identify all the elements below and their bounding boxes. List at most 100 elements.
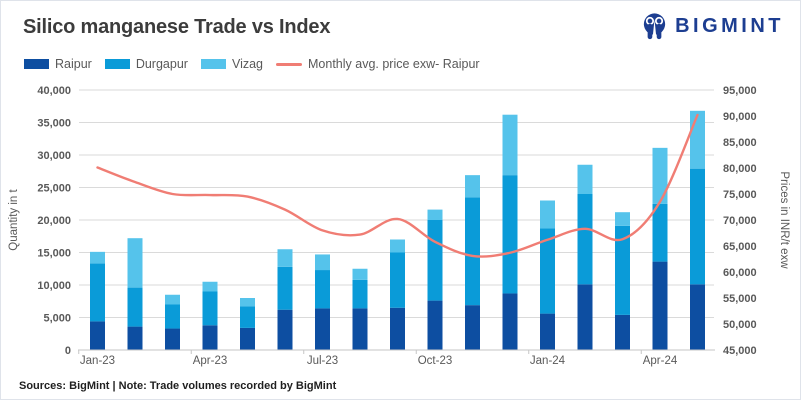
chart-plot: 0 5,000 10,000 15,000 20,000 25,000 30,000 35,0…: [37, 85, 756, 367]
segment-vizag: [577, 164, 593, 194]
segment-durgapur: [690, 168, 705, 285]
right-axis-tick-label: 85,000: [723, 137, 757, 149]
segment-raipur: [315, 308, 330, 350]
x-axis-tick-label: Jan-24: [530, 355, 566, 367]
bar-nov-23: [465, 175, 480, 350]
legend-label: Durgapur: [135, 57, 188, 71]
right-axis-tick-label: 75,000: [723, 189, 757, 201]
segment-durgapur: [390, 252, 405, 308]
right-axis-tick-label: 50,000: [723, 319, 757, 331]
segment-raipur: [390, 307, 405, 350]
segment-vizag: [390, 239, 405, 253]
segment-raipur: [465, 305, 480, 350]
x-axis-tick-label: Apr-24: [643, 355, 678, 367]
legend-color-swatch: [200, 59, 226, 69]
segment-durgapur: [277, 266, 293, 310]
brand-logo: BIGMINT: [640, 11, 784, 41]
legend-label: Raipur: [55, 57, 92, 71]
segment-raipur: [352, 308, 368, 350]
page-title: Silico manganese Trade vs Index: [23, 16, 331, 38]
segment-raipur: [165, 328, 180, 350]
segment-durgapur: [427, 220, 443, 301]
bigmint-logo-icon: [643, 13, 666, 41]
segment-raipur: [240, 327, 255, 350]
segment-vizag: [277, 249, 293, 267]
bar-aug-23: [352, 268, 368, 350]
legend-label: Vizag: [231, 57, 263, 71]
segment-raipur: [277, 309, 293, 350]
chart-legend: Raipur Durgapur Vizag Monthly avg. price ex…: [24, 57, 493, 71]
bar-feb-24: [577, 164, 593, 350]
segment-raipur: [90, 321, 105, 350]
bar-may-23: [240, 298, 255, 350]
segment-durgapur: [540, 228, 555, 314]
legend-item-monthly-avg-price-exw-raipur: Monthly avg. price exw- Raipur: [276, 57, 480, 71]
segment-vizag: [615, 212, 630, 226]
left-axis-tick-label: 15,000: [37, 248, 71, 260]
right-axis-tick-label: 55,000: [723, 293, 757, 305]
segment-durgapur: [352, 279, 368, 309]
brand-name: BIGMINT: [675, 14, 784, 37]
segment-durgapur: [165, 304, 180, 329]
bar-oct-23: [427, 209, 443, 350]
segment-vizag: [165, 294, 180, 305]
segment-vizag: [240, 298, 255, 307]
segment-raipur: [427, 300, 443, 350]
legend-item-durgapur: Durgapur: [104, 57, 188, 71]
segment-vizag: [127, 238, 143, 288]
bar-mar-23: [165, 294, 180, 350]
left-axis-tick-label: 20,000: [37, 215, 71, 227]
legend-item-vizag: Vizag: [200, 57, 263, 71]
segment-durgapur: [577, 194, 593, 285]
left-axis-tick-label: 5,000: [43, 313, 71, 325]
bar-apr-24: [652, 147, 668, 350]
segment-vizag: [202, 281, 218, 292]
segment-vizag: [315, 254, 330, 271]
segment-vizag: [427, 209, 443, 220]
right-axis-tick-label: 90,000: [723, 111, 757, 123]
segment-durgapur: [315, 270, 330, 309]
right-axis-tick-label: 95,000: [723, 85, 757, 97]
segment-vizag: [90, 251, 105, 264]
segment-raipur: [690, 284, 705, 350]
legend-color-swatch: [104, 59, 130, 69]
segment-vizag: [465, 175, 480, 198]
left-axis-tick-label: 35,000: [37, 118, 71, 130]
right-axis-tick-label: 80,000: [723, 163, 757, 175]
segment-raipur: [615, 314, 630, 350]
bar-sep-23: [390, 239, 405, 350]
x-axis-tick-label: Jul-23: [307, 355, 338, 367]
segment-vizag: [690, 110, 705, 169]
left-axis-title: Quantity in t: [8, 189, 20, 251]
right-axis-title: Prices in INR/t exw: [778, 171, 790, 269]
segment-vizag: [502, 114, 518, 176]
segment-vizag: [652, 147, 668, 204]
right-axis-tick-label: 70,000: [723, 215, 757, 227]
x-axis-tick-label: Oct-23: [418, 355, 453, 367]
segment-raipur: [502, 293, 518, 350]
x-axis-tick-label: Apr-23: [193, 355, 228, 367]
left-axis-tick-label: 0: [65, 345, 71, 357]
legend-line-swatch: [276, 62, 302, 66]
left-axis-tick-label: 40,000: [37, 85, 71, 97]
legend-color-swatch: [24, 59, 49, 69]
left-axis-tick-label: 25,000: [37, 183, 71, 195]
segment-raipur: [577, 284, 593, 350]
segment-raipur: [540, 313, 555, 350]
segment-durgapur: [202, 291, 218, 326]
segment-durgapur: [502, 175, 518, 294]
segment-durgapur: [465, 197, 480, 306]
bar-jun-23: [277, 249, 293, 350]
right-axis-tick-label: 45,000: [723, 345, 757, 357]
segment-durgapur: [652, 203, 668, 262]
legend-item-raipur: Raipur: [24, 57, 92, 71]
segment-durgapur: [240, 306, 255, 328]
left-axis-tick-label: 30,000: [37, 150, 71, 162]
source-note: Sources: BigMint | Note: Trade volumes r…: [19, 380, 337, 392]
bar-jul-23: [315, 254, 330, 350]
segment-vizag: [540, 200, 555, 229]
bar-feb-23: [127, 238, 143, 350]
bar-may-24: [690, 110, 705, 350]
bar-mar-24: [615, 212, 630, 350]
